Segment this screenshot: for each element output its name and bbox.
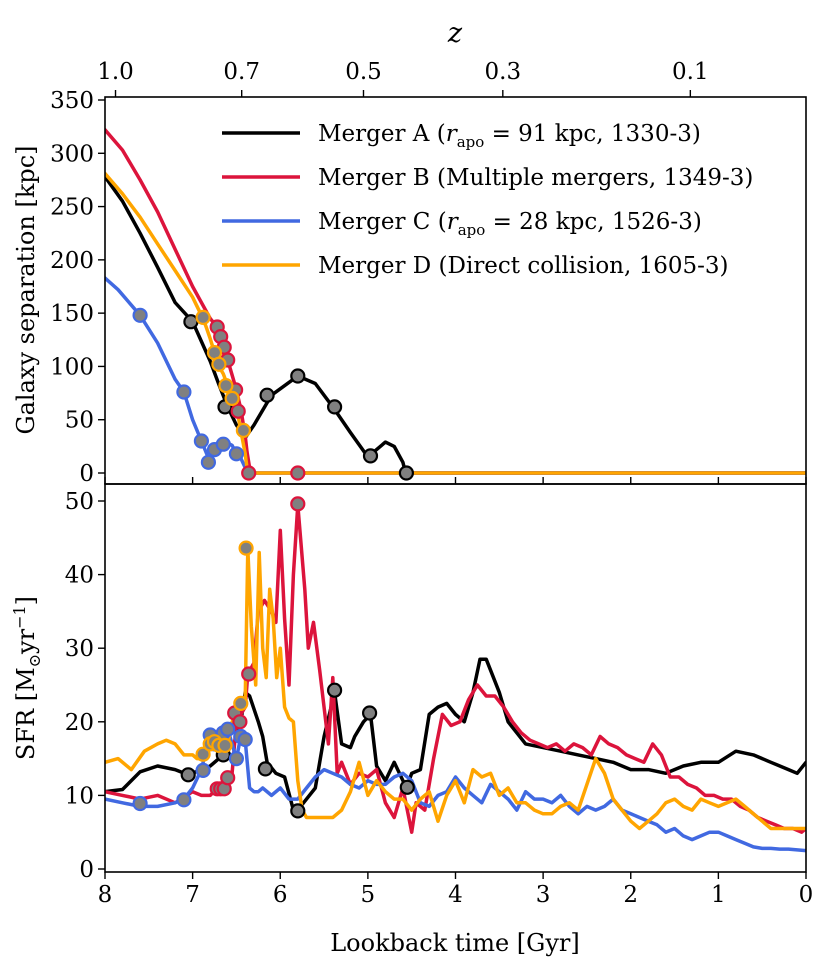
separation-marker-merger-a-6 [398, 465, 414, 481]
sfr-marker-merger-b-6 [241, 666, 257, 682]
separation-y-tick-label: 100 [50, 354, 94, 380]
legend-entry-merger-d: Merger D (Direct collision, 1605-3) [222, 253, 729, 279]
sfr-y-tick-label: 30 [65, 636, 94, 662]
sfr-marker-merger-b-7 [290, 496, 306, 512]
sfr-marker-merger-a-6 [399, 779, 415, 795]
x-axis-title: Lookback time [Gyr] [330, 929, 580, 957]
separation-marker-merger-d-5 [235, 422, 251, 438]
sfr-marker-merger-d-0 [195, 746, 211, 762]
sfr-marker-merger-c-9 [237, 731, 253, 748]
separation-y-tick-label: 50 [65, 408, 94, 434]
sfr-marker-merger-b-3 [220, 770, 236, 786]
sfr-marker-merger-a-5 [362, 705, 378, 721]
sfr-marker-merger-a-4 [327, 682, 343, 698]
separation-marker-merger-d-4 [224, 390, 240, 406]
separation-marker-merger-b-7 [290, 465, 306, 481]
sfr-marker-merger-d-6 [238, 540, 254, 556]
sfr-marker-merger-c-6 [220, 721, 236, 737]
separation-marker-merger-d-3 [218, 378, 234, 394]
legend-entry-merger-a: Merger A (rapo = 91 kpc, 1330-3) [222, 121, 701, 151]
separation-marker-merger-c-6 [228, 446, 244, 462]
separation-y-tick-label: 300 [50, 141, 94, 167]
separation-marker-merger-c-0 [132, 307, 148, 323]
sfr-marker-merger-a-3 [290, 803, 306, 819]
separation-frame [104, 96, 807, 485]
top-y-axis-title: Galaxy separation [kpc] [12, 145, 40, 434]
separation-marker-merger-d-0 [195, 309, 211, 325]
separation-line-merger-a [105, 174, 806, 475]
bottom-y-axis-title: SFR [M⊙yr−1] [10, 596, 44, 760]
sfr-marker-merger-c-0 [132, 795, 148, 812]
z-tick-label: 0.7 [223, 59, 260, 85]
x-tick-label: 2 [623, 882, 638, 908]
sfr-y-tick-label: 0 [79, 857, 94, 883]
legend-label-merger-c: Merger C (rapo = 28 kpc, 1526-3) [318, 209, 702, 239]
sfr-y-tick-label: 20 [65, 710, 94, 736]
top-axis-label: z [447, 18, 463, 49]
sfr-marker-merger-b-5 [232, 714, 248, 730]
z-tick-label: 0.3 [485, 59, 522, 85]
separation-marker-merger-b-6 [241, 465, 257, 481]
legend-label-merger-b: Merger B (Multiple mergers, 1349-3) [318, 165, 753, 191]
z-tick-label: 1.0 [97, 59, 134, 85]
legend-label-merger-d: Merger D (Direct collision, 1605-3) [318, 253, 729, 279]
separation-marker-merger-a-5 [362, 448, 379, 464]
sfr-marker-merger-d-5 [233, 695, 249, 712]
separation-plot-area [105, 128, 806, 481]
x-tick-label: 1 [711, 882, 726, 908]
separation-marker-merger-c-2 [193, 433, 209, 449]
separation-marker-merger-c-5 [215, 436, 231, 452]
x-tick-label: 6 [273, 882, 288, 908]
separation-marker-merger-a-2 [259, 387, 275, 403]
separation-marker-merger-a-3 [290, 368, 306, 384]
legend: Merger A (rapo = 91 kpc, 1330-3) Merger … [222, 121, 753, 279]
separation-y-tick-label: 250 [50, 195, 94, 221]
x-tick-label: 4 [448, 882, 463, 908]
sfr-marker-merger-c-2 [195, 762, 211, 779]
sfr-plot-area [105, 496, 806, 853]
separation-y-tick-label: 350 [50, 88, 94, 114]
x-tick-label: 7 [185, 882, 200, 908]
separation-marker-merger-a-0 [183, 314, 199, 330]
separation-y-tick-label: 200 [50, 248, 94, 274]
sfr-y-tick-label: 40 [65, 563, 94, 589]
z-tick-label: 0.5 [345, 59, 382, 85]
separation-y-tick-label: 0 [79, 461, 94, 487]
sfr-marker-merger-d-4 [217, 737, 233, 754]
x-tick-label: 0 [799, 882, 814, 908]
separation-marker-merger-a-4 [327, 399, 343, 415]
separation-marker-merger-c-3 [200, 454, 216, 470]
sfr-marker-merger-a-2 [257, 761, 273, 777]
x-tick-label: 3 [536, 882, 551, 908]
legend-entry-merger-b: Merger B (Multiple mergers, 1349-3) [222, 165, 753, 191]
sfr-frame [104, 483, 807, 873]
separation-marker-merger-b-5 [230, 403, 246, 419]
x-tick-label: 5 [361, 882, 376, 908]
x-tick-label: 8 [98, 882, 113, 908]
sfr-marker-merger-c-7 [228, 750, 244, 767]
separation-marker-merger-c-1 [176, 384, 192, 400]
sfr-y-tick-label: 10 [65, 783, 94, 809]
z-tick-label: 0.1 [672, 59, 709, 85]
separation-y-tick-label: 150 [50, 301, 94, 327]
legend-label-merger-a: Merger A (rapo = 91 kpc, 1330-3) [318, 121, 701, 151]
sfr-marker-merger-a-0 [180, 767, 196, 783]
separation-marker-merger-d-2 [211, 356, 227, 372]
sfr-marker-merger-c-1 [176, 792, 192, 808]
legend-entry-merger-c: Merger C (rapo = 28 kpc, 1526-3) [222, 209, 702, 239]
sfr-y-tick-label: 50 [65, 489, 94, 515]
